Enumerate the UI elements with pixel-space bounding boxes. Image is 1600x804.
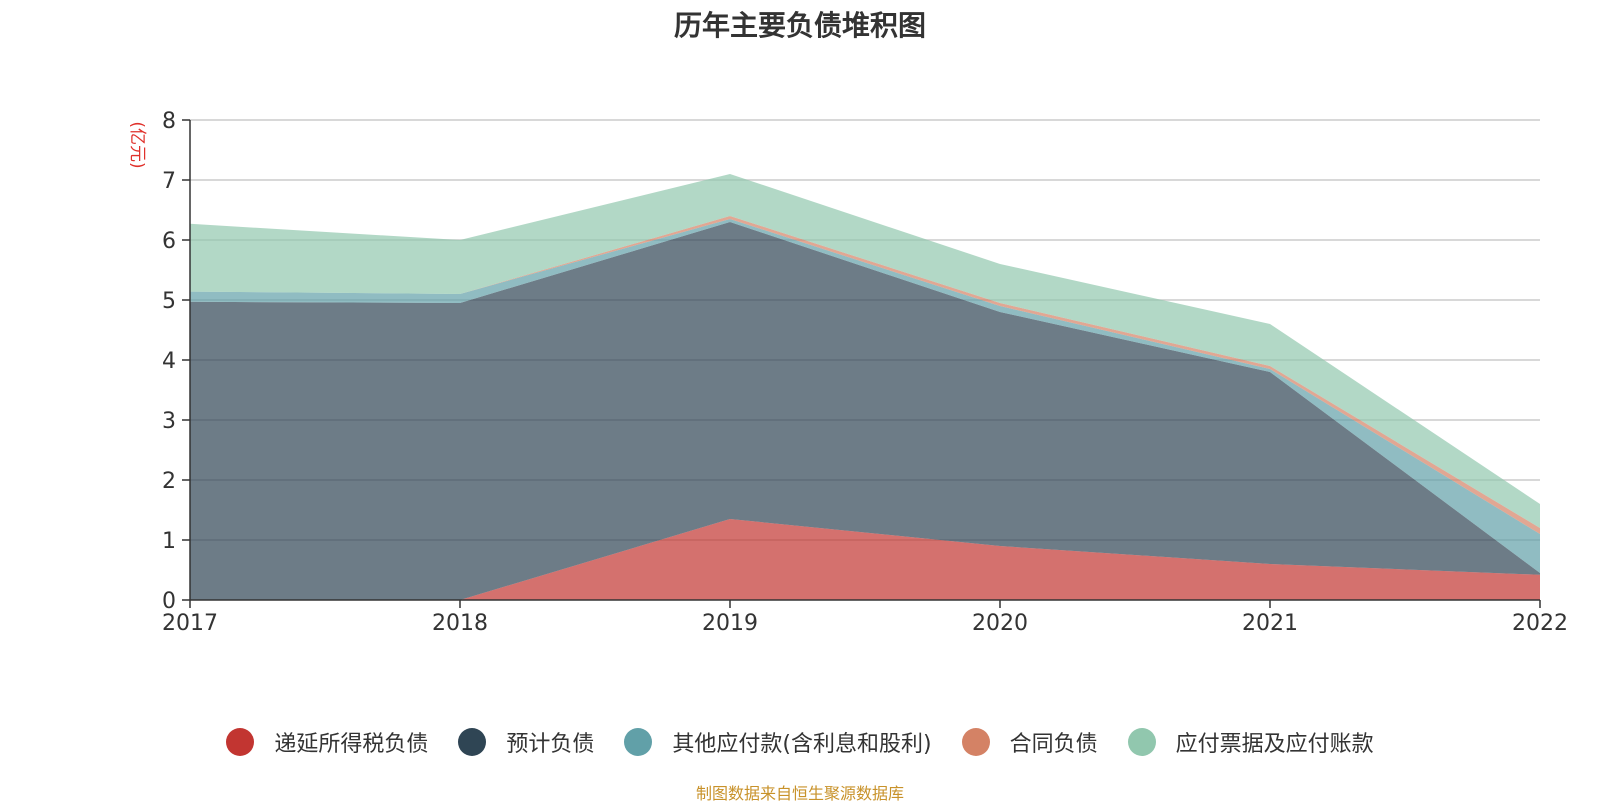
y-tick-label: 2: [162, 469, 176, 494]
legend-item[interactable]: 合同负债: [961, 726, 1098, 758]
chart-title: 历年主要负债堆积图: [673, 9, 926, 42]
area-应付票据及应付账款: [190, 174, 1540, 528]
legend-marker-icon: [624, 728, 653, 756]
legend: 递延所得税负债 预计负债 其他应付款(含利息和股利) 合同负债 应付票据及应付账款: [0, 726, 1600, 758]
x-tick-label: 2021: [1242, 611, 1298, 636]
legend-marker-icon: [226, 728, 255, 756]
axes: 0 1 2 3 4 5 6 7 8 2017 2018 2019 2020 2021 2022: [162, 109, 1568, 636]
y-tick-label: 1: [162, 529, 176, 554]
x-tick-label: 2017: [162, 611, 218, 636]
legend-item[interactable]: 预计负债: [458, 726, 594, 758]
stacked-area-chart: 0 1 2 3 4 5 6 7 8 2017 2018 2019 2020 2021 2022 (亿元): [127, 109, 1568, 636]
legend-item[interactable]: 应付票据及应付账款: [1127, 726, 1374, 758]
y-tick-label: 5: [162, 289, 176, 314]
legend-marker-icon: [1127, 728, 1156, 756]
y-tick-label: 0: [162, 589, 176, 614]
y-tick-label: 3: [162, 409, 176, 434]
x-tick-label: 2020: [972, 611, 1028, 636]
area-series: [190, 174, 1540, 600]
legend-marker-icon: [961, 728, 990, 756]
x-tick-label: 2022: [1512, 611, 1568, 636]
y-tick-label: 4: [162, 349, 176, 374]
y-tick-label: 8: [162, 109, 176, 134]
legend-label: 其他应付款(含利息和股利): [672, 732, 932, 757]
legend-label: 应付票据及应付账款: [1175, 732, 1374, 757]
area-预计负债: [190, 222, 1540, 600]
legend-label: 合同负债: [1009, 732, 1098, 757]
x-tick-label: 2018: [432, 611, 488, 636]
y-tick-label: 7: [162, 169, 176, 194]
legend-label: 递延所得税负债: [274, 732, 429, 757]
legend-item[interactable]: 其他应付款(含利息和股利): [624, 726, 932, 758]
legend-item[interactable]: 递延所得税负债: [226, 726, 428, 758]
y-axis-label: (亿元): [127, 121, 147, 168]
y-tick-label: 6: [162, 229, 176, 254]
legend-marker-icon: [458, 728, 487, 756]
x-tick-label: 2019: [702, 611, 758, 636]
legend-label: 预计负债: [506, 732, 595, 757]
source-note: 制图数据来自恒生聚源数据库: [695, 784, 904, 803]
